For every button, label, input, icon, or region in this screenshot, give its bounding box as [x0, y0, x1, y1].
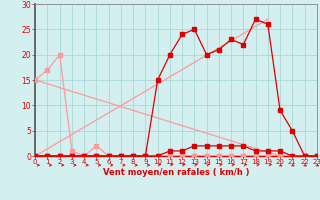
X-axis label: Vent moyen/en rafales ( km/h ): Vent moyen/en rafales ( km/h )	[103, 168, 249, 177]
